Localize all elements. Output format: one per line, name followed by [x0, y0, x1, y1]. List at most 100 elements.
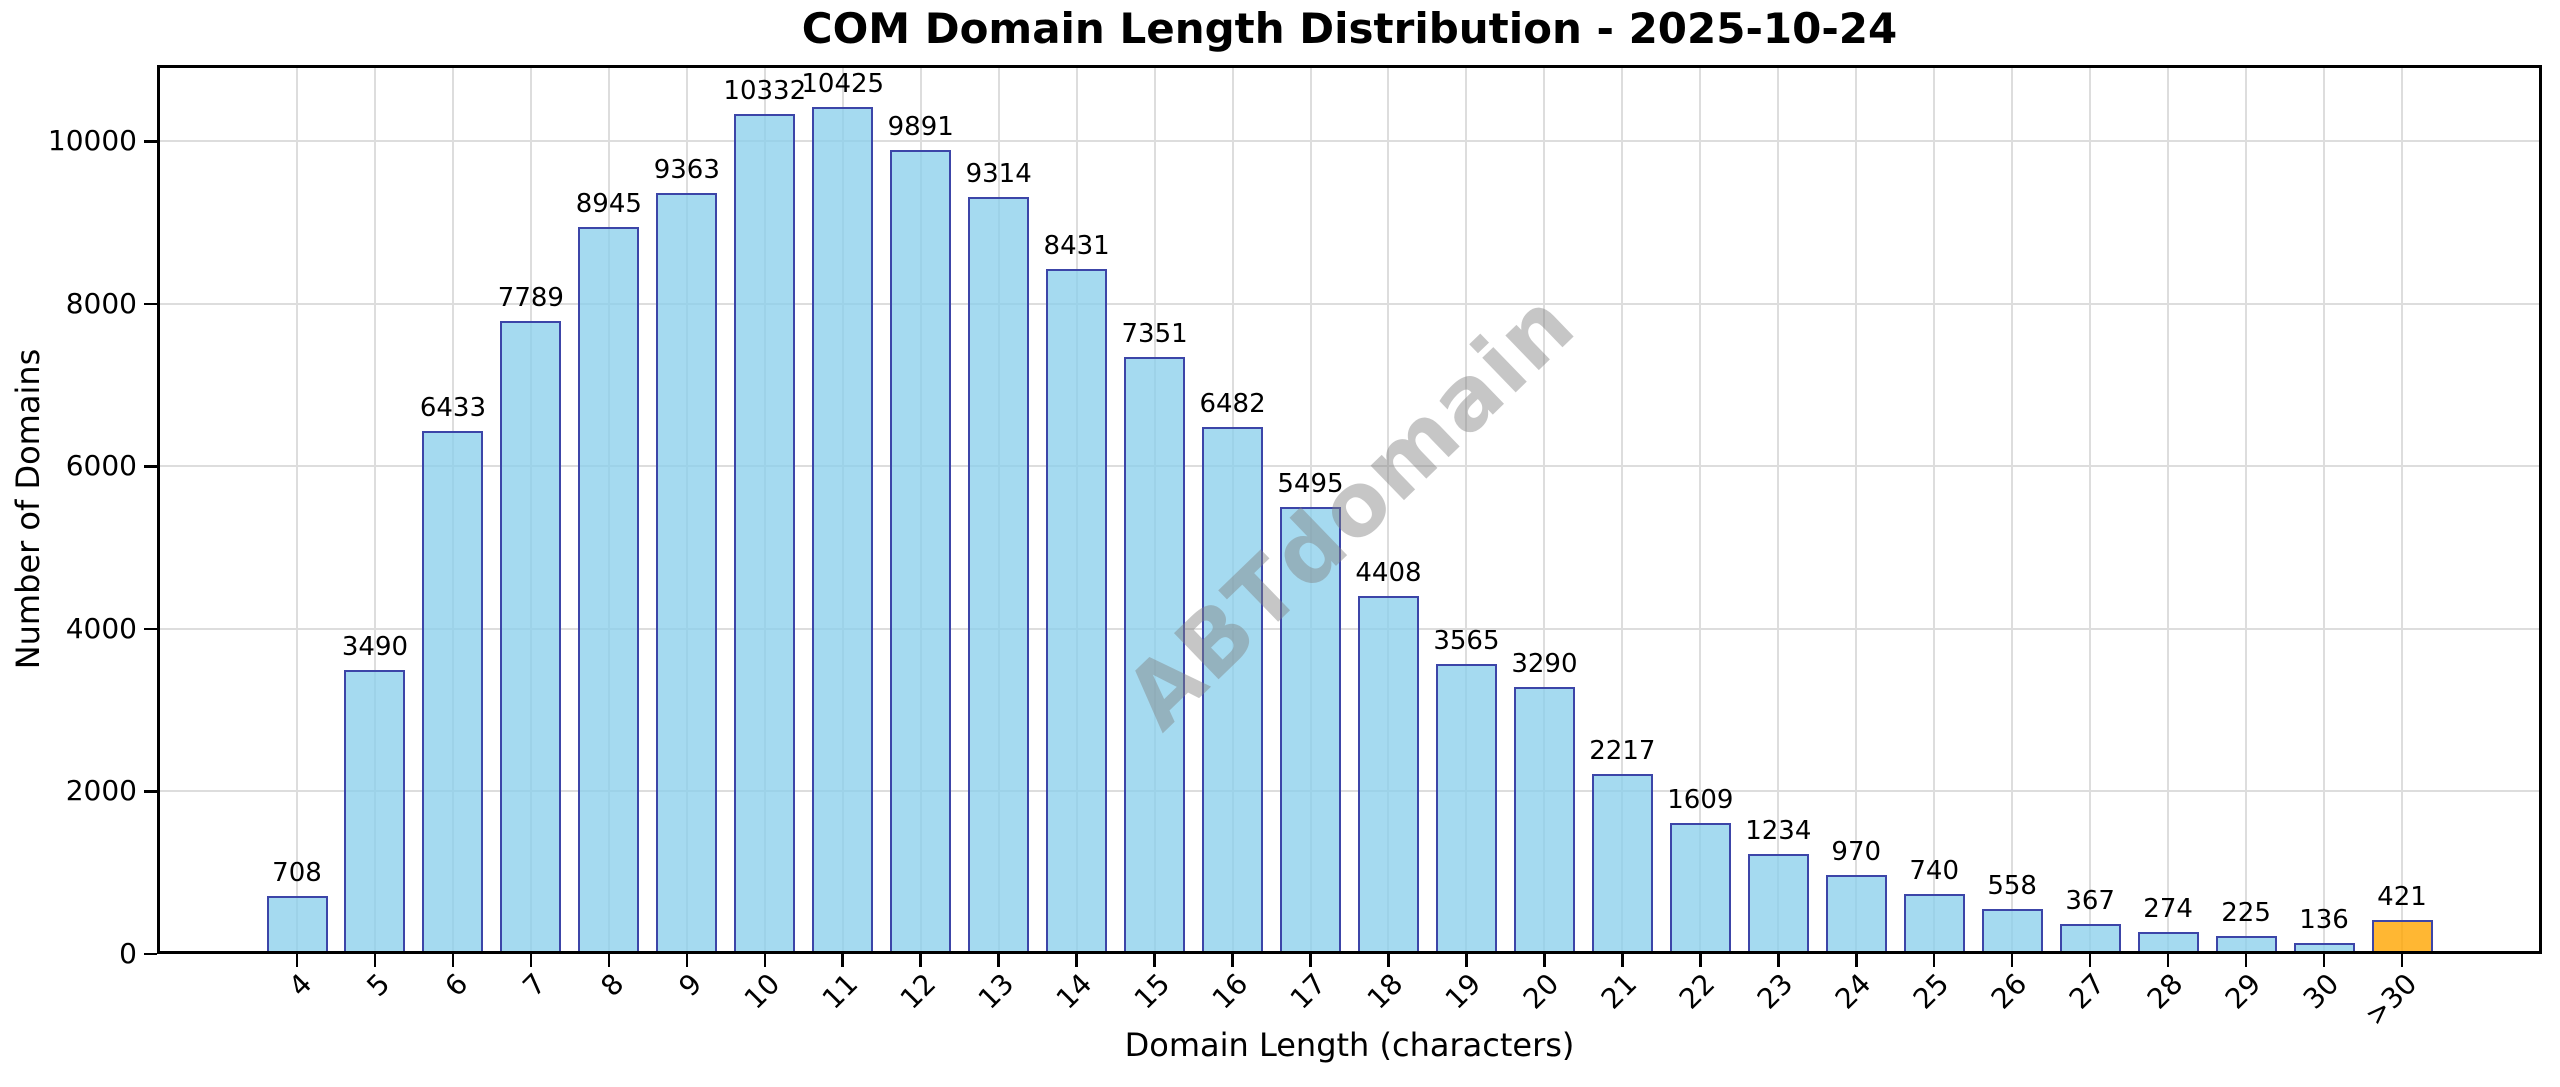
gridline-vertical — [2011, 65, 2014, 954]
gridline-vertical — [1465, 65, 1468, 954]
bar — [422, 431, 484, 954]
x-tick-mark — [295, 954, 299, 967]
bar — [1513, 686, 1575, 954]
bar-value-label: 3290 — [1511, 648, 1578, 679]
bar-value-label: 558 — [1987, 870, 2037, 901]
x-tick-mark — [1777, 954, 1780, 967]
bar — [812, 106, 874, 954]
bar — [1124, 356, 1186, 954]
x-tick-mark — [1465, 954, 1468, 967]
bar — [344, 670, 406, 954]
bar-value-label: 274 — [2143, 893, 2193, 924]
x-tick-mark — [1231, 954, 1234, 967]
x-tick-mark — [451, 954, 455, 967]
y-tick-label: 6000 — [65, 449, 137, 483]
x-tick-mark — [1153, 954, 1156, 967]
bar — [1280, 507, 1342, 954]
bar-value-label: 4408 — [1355, 557, 1422, 588]
y-tick-label: 2000 — [65, 774, 137, 808]
bar — [1435, 664, 1497, 954]
gridline-vertical — [1543, 65, 1546, 954]
bar-value-label: 7789 — [497, 283, 564, 314]
x-tick-mark — [607, 954, 611, 967]
bar — [1747, 853, 1809, 954]
bar — [500, 321, 562, 954]
gridline-horizontal — [157, 465, 2542, 468]
gridline-vertical — [2167, 65, 2170, 954]
bar-value-label: 8431 — [1043, 230, 1110, 261]
bar — [2059, 924, 2121, 954]
bar — [1903, 893, 1965, 954]
bar — [968, 197, 1030, 954]
gridline-vertical — [373, 65, 376, 954]
x-tick-mark — [763, 954, 767, 967]
bar — [890, 150, 952, 954]
bar-value-label: 708 — [272, 858, 322, 889]
bar-value-label: 225 — [2221, 897, 2271, 928]
x-tick-mark — [529, 954, 533, 967]
gridline-horizontal — [157, 302, 2542, 305]
x-tick-mark — [841, 954, 844, 967]
y-tick-label: 0 — [119, 937, 137, 970]
gridline-vertical — [1933, 65, 1936, 954]
x-tick-mark — [373, 954, 377, 967]
gridline-horizontal — [157, 790, 2542, 793]
gridline-vertical — [296, 65, 298, 954]
gridline-vertical — [1777, 65, 1780, 954]
gridline-horizontal — [157, 140, 2542, 143]
gridline-horizontal — [157, 627, 2542, 630]
x-tick-mark — [685, 954, 689, 967]
bar-value-label: 8945 — [575, 189, 642, 220]
bar — [1202, 427, 1264, 954]
bar-value-label: 5495 — [1277, 469, 1344, 500]
x-tick-mark — [2088, 954, 2092, 967]
bar-value-label: 970 — [1831, 837, 1882, 868]
x-tick-mark — [997, 954, 1000, 967]
bar-value-label: 9363 — [653, 155, 720, 186]
bar-value-label: 10332 — [723, 76, 807, 107]
bar-value-label: 6433 — [419, 393, 486, 424]
y-tick-mark — [144, 952, 157, 956]
gridline-vertical — [1855, 65, 1858, 954]
gridline-vertical — [1621, 65, 1624, 954]
x-axis-label: Domain Length (characters) — [1124, 1026, 1575, 1064]
bar — [2137, 931, 2199, 954]
x-tick-mark — [2400, 954, 2404, 967]
bar — [1357, 595, 1419, 954]
plot-area: ABTdomain 708 3490 6433 7789 8945 9363 10332 10… — [157, 65, 2542, 954]
bar-value-label: 3565 — [1433, 626, 1500, 657]
y-tick-label: 10000 — [47, 124, 137, 158]
bar-value-label: 6482 — [1199, 389, 1266, 420]
bar-value-label: 367 — [2065, 886, 2115, 917]
gridline-vertical — [1699, 65, 1702, 954]
bar — [2215, 935, 2277, 954]
x-tick-mark — [919, 954, 922, 967]
bar-value-label: 9891 — [887, 112, 954, 143]
bar-value-label: 136 — [2299, 904, 2349, 935]
x-tick-mark — [1543, 954, 1546, 967]
bar-value-label: 3490 — [341, 632, 409, 663]
gridline-vertical — [2401, 65, 2403, 954]
x-tick-mark — [1309, 954, 1312, 967]
gridline-vertical — [2245, 65, 2248, 954]
bar-value-label: 740 — [1909, 855, 1960, 886]
y-tick-mark — [144, 302, 157, 306]
gridline-vertical — [1387, 65, 1390, 954]
bar — [656, 193, 718, 954]
x-tick-mark — [1855, 954, 1858, 967]
y-tick-mark — [144, 465, 157, 468]
gridline-vertical — [2089, 65, 2092, 954]
y-tick-label: 4000 — [65, 611, 137, 645]
bar-value-label: 10425 — [801, 68, 885, 99]
x-tick-mark — [1699, 954, 1702, 967]
bar — [734, 114, 796, 954]
x-tick-mark — [2166, 954, 2170, 967]
x-tick-mark — [2010, 954, 2014, 967]
bar-value-label: 421 — [2377, 881, 2427, 912]
gridline-vertical — [2323, 65, 2326, 954]
bar — [2371, 919, 2433, 954]
x-tick-mark — [1075, 954, 1078, 967]
x-tick-mark — [1621, 954, 1624, 967]
bar — [1046, 268, 1108, 954]
